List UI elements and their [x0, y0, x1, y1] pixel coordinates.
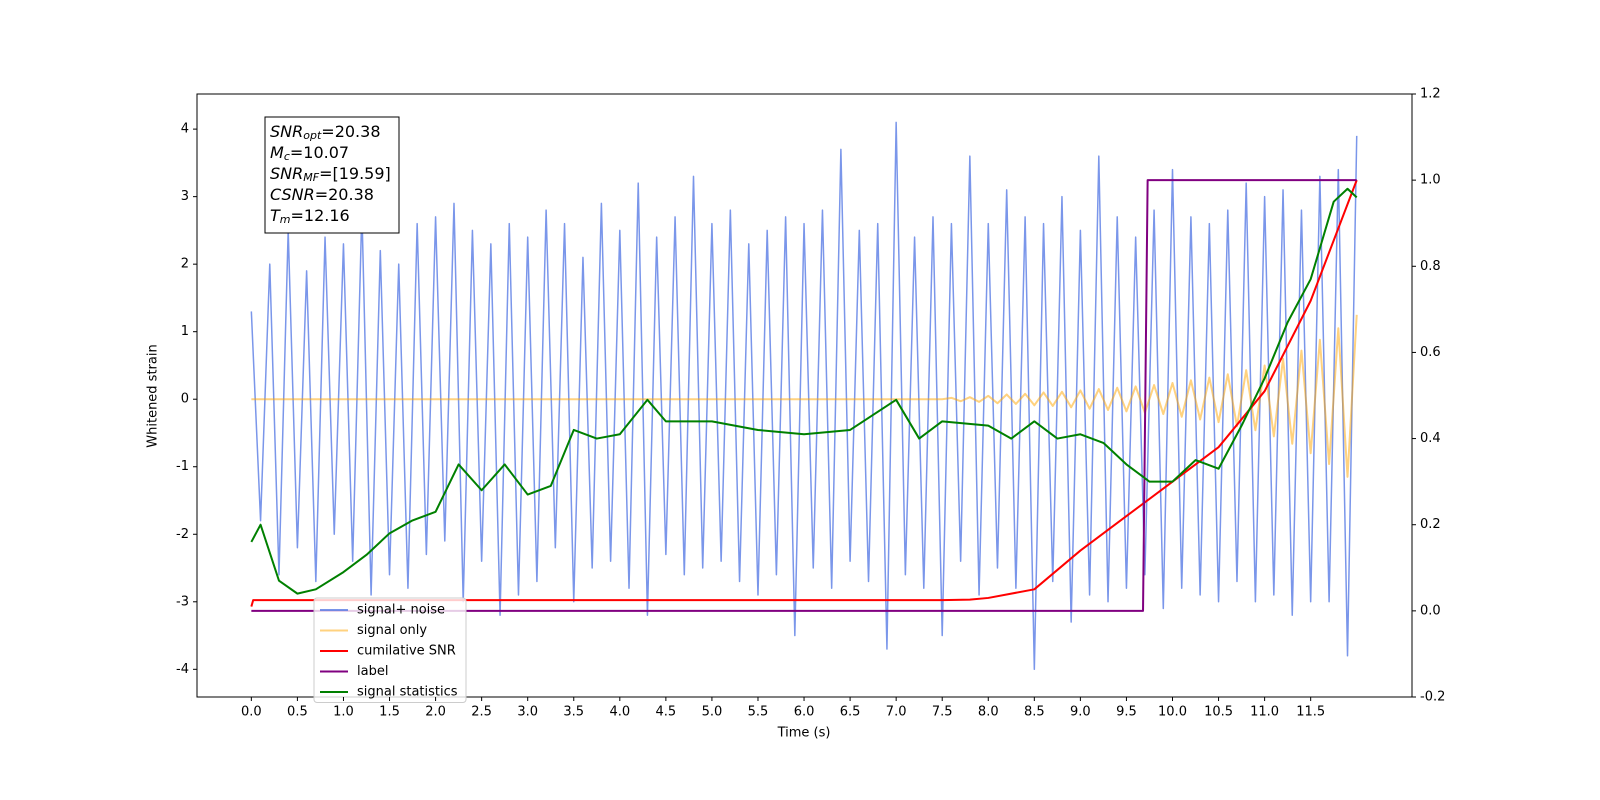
- x-tick-label: 0.5: [287, 705, 308, 720]
- annotation: Tm=12.16: [270, 206, 350, 227]
- y2-tick-label: 1.2: [1420, 87, 1441, 102]
- x-tick-label: 5.5: [748, 705, 769, 720]
- annotation-sub: c: [284, 150, 290, 163]
- x-tick-label: 11.0: [1250, 705, 1279, 720]
- series-line: [251, 179, 1357, 612]
- y2-tick-label: 0.2: [1420, 517, 1441, 532]
- x-tick-label: 2.5: [471, 705, 492, 720]
- y-axis-label: Whitened strain: [146, 344, 161, 447]
- annotation: CSNR=20.38: [270, 185, 374, 204]
- x-tick-label: 0.0: [241, 705, 262, 720]
- series-line: [251, 314, 1358, 478]
- legend-label: signal statistics: [357, 685, 458, 700]
- annotation-sub: m: [280, 213, 291, 226]
- annotation-name: SNR: [270, 164, 303, 183]
- annotation-text: =[19.59]: [319, 164, 391, 183]
- y-tick-label: 1: [181, 324, 189, 339]
- x-tick-label: 1.0: [333, 705, 354, 720]
- y-tick-label: -1: [176, 459, 189, 474]
- annotation: Mc=10.07: [270, 143, 349, 164]
- x-tick-label: 9.0: [1070, 705, 1091, 720]
- x-tick-label: 4.0: [609, 705, 630, 720]
- x-tick-label: 6.0: [794, 705, 815, 720]
- x-tick-label: 7.5: [932, 705, 953, 720]
- annotation-name: M: [270, 143, 284, 162]
- x-tick-label: 8.5: [1024, 705, 1045, 720]
- annotation-name: T: [270, 206, 281, 225]
- annotation-text: =10.07: [290, 143, 349, 162]
- series-line: [250, 187, 1358, 595]
- x-tick-label: 10.5: [1204, 705, 1233, 720]
- y2-tick-label: 0.6: [1420, 345, 1441, 360]
- y2-tick-label: 1.0: [1420, 173, 1441, 188]
- legend-label: signal only: [357, 623, 427, 638]
- annotation-text: =20.38: [321, 122, 380, 141]
- x-tick-label: 7.0: [886, 705, 907, 720]
- legend-label: signal+ noise: [357, 603, 445, 618]
- x-tick-label: 9.5: [1116, 705, 1137, 720]
- y-tick-label: 3: [181, 189, 189, 204]
- x-tick-label: 1.5: [379, 705, 400, 720]
- annotation-text: =20.38: [315, 185, 374, 204]
- y2-tick-label: -0.2: [1420, 690, 1445, 705]
- series-line: [250, 179, 1358, 607]
- x-tick-label: 2.0: [425, 705, 446, 720]
- annotation: SNRMF=[19.59]: [270, 164, 391, 185]
- y-tick-label: 4: [181, 122, 189, 137]
- y-tick-label: 2: [181, 257, 189, 272]
- annotation-frame: [264, 116, 400, 234]
- legend: signal+ noise signal only cumilative SNR la…: [313, 597, 467, 703]
- legend-label: label: [357, 664, 388, 679]
- y2-tick-label: 0.4: [1420, 431, 1441, 446]
- y-tick-label: 0: [181, 392, 189, 407]
- annotation-text: =12.16: [291, 206, 350, 225]
- legend-label: cumilative SNR: [357, 644, 456, 659]
- annotation-name: CSNR: [270, 185, 315, 204]
- annotation-sub: MF: [303, 171, 319, 184]
- annotation-name: SNR: [270, 122, 303, 141]
- series-line: [250, 121, 1358, 671]
- x-tick-label: 11.5: [1296, 705, 1325, 720]
- y-tick-label: -3: [176, 594, 189, 609]
- annotation-box: SNRopt=20.38Mc=10.07SNRMF=[19.59]CSNR=20…: [264, 116, 400, 234]
- annotation: SNRopt=20.38: [270, 122, 381, 143]
- x-tick-label: 8.0: [978, 705, 999, 720]
- y2-tick-label: 0.8: [1420, 259, 1441, 274]
- x-tick-label: 6.5: [840, 705, 861, 720]
- y-tick-label: -4: [176, 662, 189, 677]
- x-tick-label: 10.0: [1158, 705, 1187, 720]
- annotation-sub: opt: [303, 129, 322, 142]
- x-tick-label: 3.0: [517, 705, 538, 720]
- y-tick-label: -2: [176, 527, 189, 542]
- x-axis-label: Time (s): [777, 726, 831, 741]
- x-tick-label: 4.5: [656, 705, 677, 720]
- plot-area: [250, 121, 1358, 671]
- y2-tick-label: 0.0: [1420, 603, 1441, 618]
- x-tick-label: 5.0: [702, 705, 723, 720]
- legend-frame: [313, 597, 467, 703]
- x-tick-label: 3.5: [563, 705, 584, 720]
